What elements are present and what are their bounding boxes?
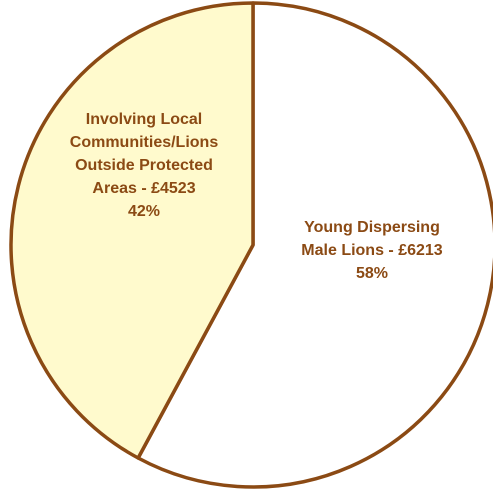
slice-label-line: Outside Protected	[75, 157, 213, 174]
pie-slice-1	[9, 1, 255, 460]
slice-label-line: Involving Local	[86, 111, 202, 128]
slice-label-line: 42%	[128, 203, 160, 220]
slice-label-line: 58%	[356, 265, 388, 282]
slice-label-line: Male Lions - £6213	[301, 242, 442, 259]
slice-label-line: Areas - £4523	[92, 180, 195, 197]
slice-label-line: Young Dispersing	[304, 219, 440, 236]
pie-slices	[9, 1, 493, 489]
pie-slice-0	[136, 1, 493, 489]
slice-label-line: Communities/Lions	[70, 134, 219, 151]
pie-labels: Young Dispersing Male Lions - £6213 58% Inv…	[70, 111, 443, 282]
slice-label-0: Young Dispersing Male Lions - £6213 58%	[301, 219, 442, 282]
slice-label-1: Involving Local Communities/Lions Outside …	[70, 111, 219, 220]
